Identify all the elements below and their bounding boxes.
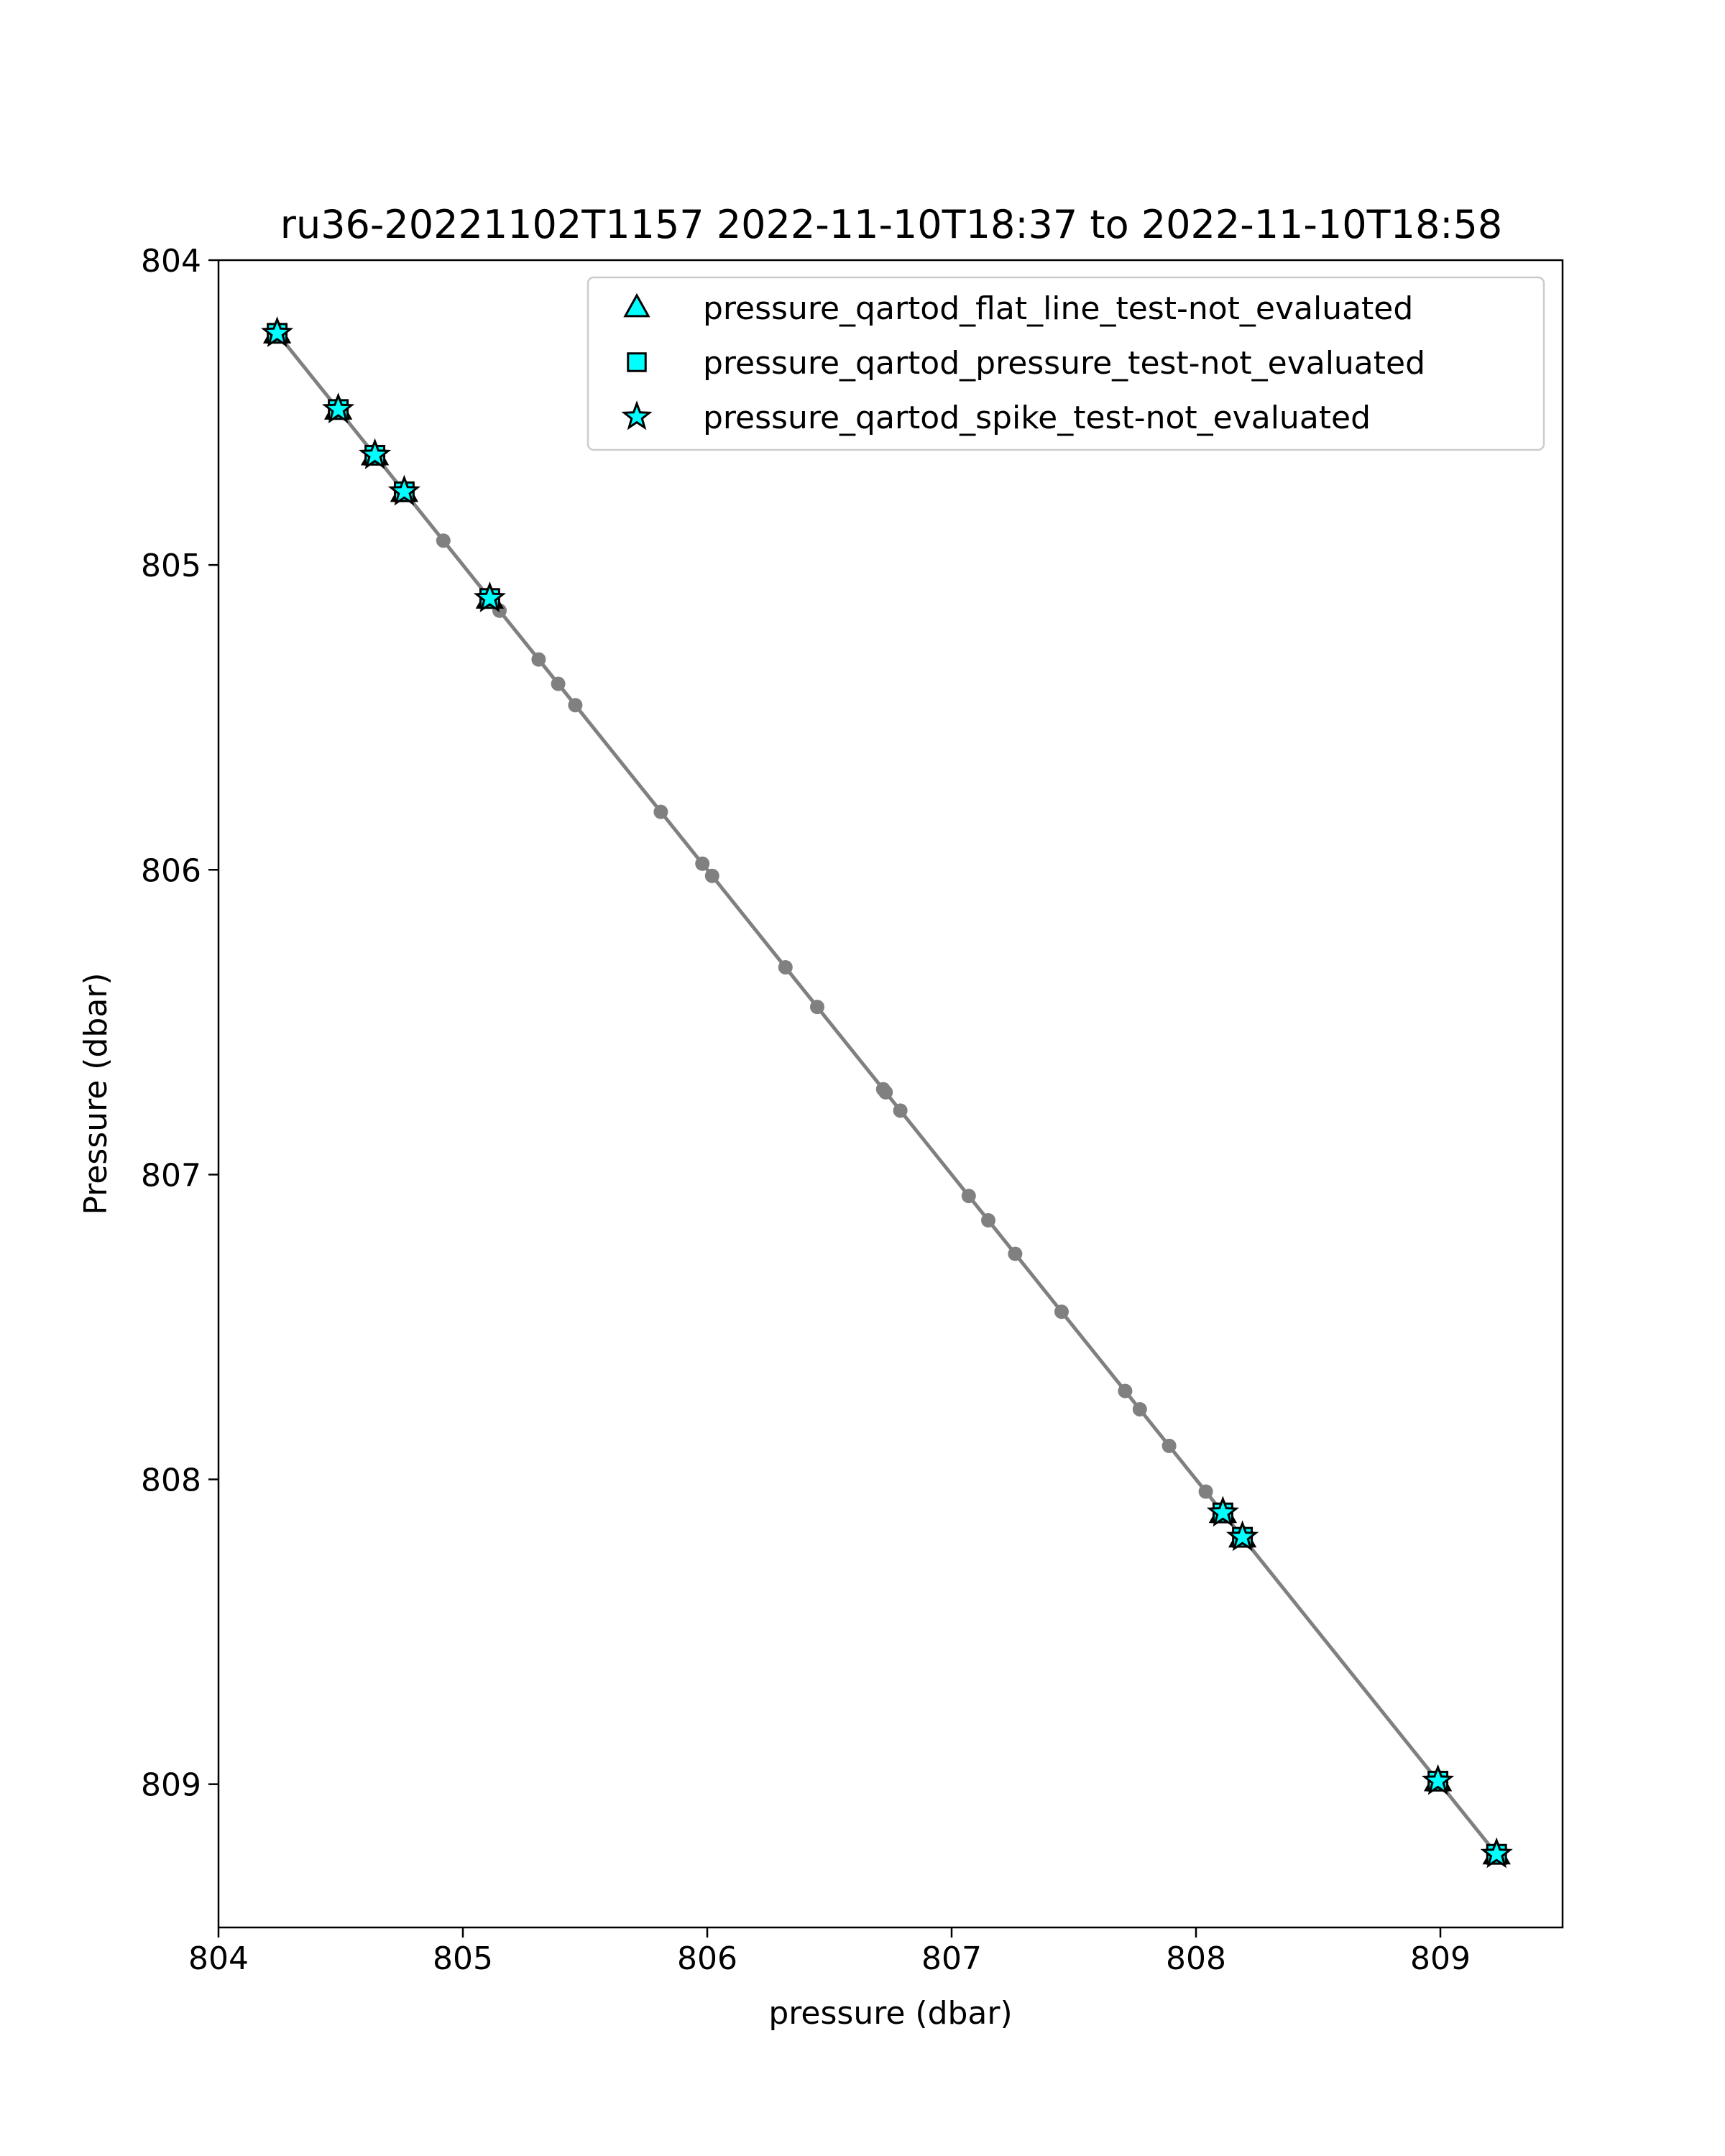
legend: pressure_qartod_flat_line_test-not_evalu… <box>586 276 1545 451</box>
line-point <box>1132 1401 1147 1416</box>
data-point-star <box>1421 1764 1455 1795</box>
x-tick-label: 806 <box>677 1940 737 1977</box>
y-tick-label: 809 <box>141 1767 201 1804</box>
y-tick-label: 805 <box>141 548 201 584</box>
x-tick-label: 808 <box>1166 1940 1226 1977</box>
line-point <box>1118 1383 1133 1399</box>
line-point <box>1054 1304 1069 1319</box>
legend-square-icon <box>627 352 647 372</box>
line-point <box>531 652 546 667</box>
y-tick-label: 808 <box>141 1462 201 1499</box>
y-tick-label: 807 <box>141 1157 201 1194</box>
y-axis: 804 805 806 807 808 809 <box>141 243 218 1804</box>
line-point <box>568 698 583 713</box>
x-tick-label: 804 <box>188 1940 249 1977</box>
data-point-star <box>321 392 355 424</box>
data-point-star <box>358 438 392 469</box>
data-point-star <box>473 581 507 612</box>
y-axis-label: Pressure (dbar) <box>78 972 114 1215</box>
y-tick-label: 806 <box>141 852 201 889</box>
line-point <box>1198 1484 1213 1499</box>
line-point <box>695 856 710 871</box>
line-point <box>436 533 451 548</box>
line-point <box>1008 1246 1023 1261</box>
data-point-star <box>387 474 421 506</box>
x-axis-label: pressure (dbar) <box>768 1995 1012 2032</box>
line-point <box>878 1084 893 1100</box>
legend-label: pressure_qartod_spike_test-not_evaluated <box>703 400 1371 436</box>
legend-label: pressure_qartod_pressure_test-not_evalua… <box>703 345 1425 382</box>
data-point-star <box>1480 1837 1513 1869</box>
x-tick-label: 805 <box>433 1940 493 1977</box>
line-point <box>810 1000 824 1015</box>
data-point-star <box>1225 1520 1259 1552</box>
line-point <box>1162 1438 1177 1453</box>
plot-frame <box>217 259 1564 1929</box>
legend-box <box>586 276 1545 451</box>
x-tick-label: 809 <box>1410 1940 1471 1977</box>
data-point-star <box>260 316 294 347</box>
legend-star-icon <box>621 400 653 430</box>
plot-content <box>260 316 1513 1869</box>
x-axis: 804 805 806 807 808 809 <box>188 1927 1471 1977</box>
chart-title: ru36-20221102T1157 2022-11-10T18:37 to 2… <box>280 202 1502 247</box>
legend-label: pressure_qartod_flat_line_test-not_evalu… <box>703 290 1413 327</box>
y-tick-label: 804 <box>141 243 201 280</box>
line-point <box>704 868 719 883</box>
line-point <box>893 1103 908 1118</box>
data-point-star <box>1206 1496 1240 1527</box>
line-point <box>778 959 793 975</box>
line-point <box>961 1189 976 1204</box>
line-point <box>653 804 668 819</box>
line-point <box>551 676 566 691</box>
legend-triangle-icon <box>623 292 650 318</box>
line-point <box>981 1213 995 1228</box>
x-tick-label: 807 <box>921 1940 982 1977</box>
